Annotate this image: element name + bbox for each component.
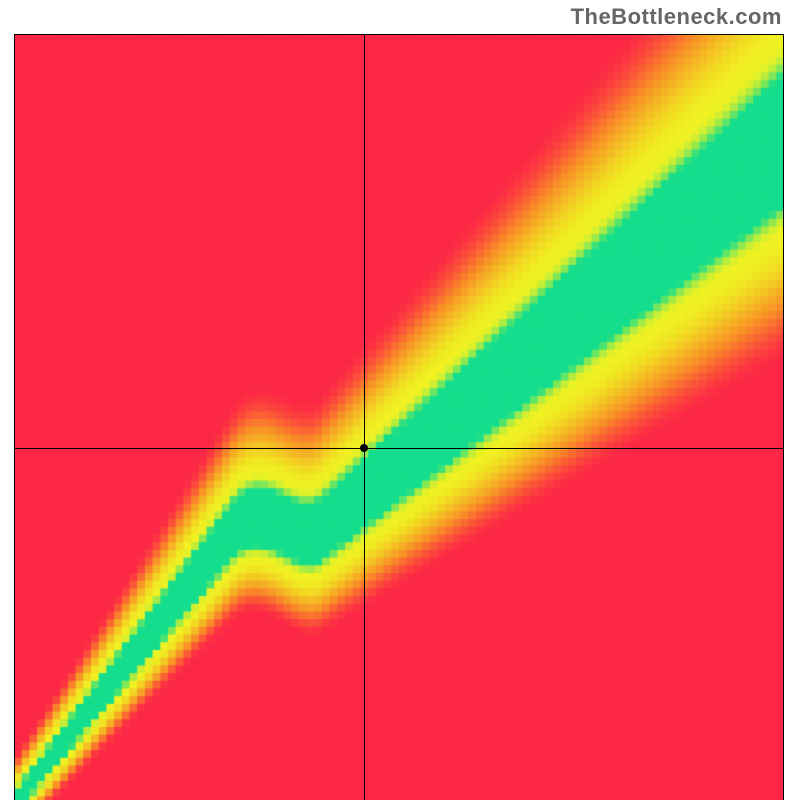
- watermark-text: TheBottleneck.com: [571, 4, 782, 30]
- heatmap-canvas: [14, 34, 784, 800]
- chart-container: TheBottleneck.com: [0, 0, 800, 800]
